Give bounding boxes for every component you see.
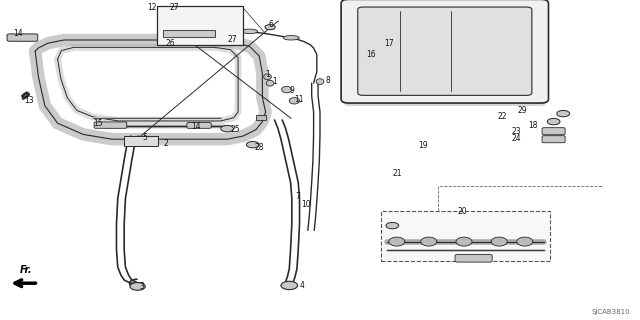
Ellipse shape	[282, 86, 292, 93]
Circle shape	[221, 125, 234, 132]
Text: 5: 5	[142, 133, 147, 142]
Circle shape	[265, 25, 275, 30]
Circle shape	[386, 222, 399, 229]
Text: 4: 4	[300, 281, 305, 290]
Text: 8: 8	[325, 76, 330, 85]
FancyBboxPatch shape	[7, 34, 38, 41]
Ellipse shape	[264, 74, 271, 80]
Text: 9: 9	[289, 86, 294, 95]
Text: 2: 2	[163, 140, 168, 148]
Ellipse shape	[492, 237, 508, 246]
Text: Fr.: Fr.	[19, 265, 32, 275]
Text: 28: 28	[255, 143, 264, 152]
Ellipse shape	[197, 27, 212, 32]
Text: 11: 11	[294, 95, 304, 104]
Ellipse shape	[316, 79, 324, 84]
Ellipse shape	[266, 80, 274, 86]
Text: 1: 1	[265, 70, 269, 79]
FancyBboxPatch shape	[341, 0, 548, 103]
FancyBboxPatch shape	[187, 123, 211, 128]
Text: 23: 23	[512, 127, 522, 136]
Text: 10: 10	[301, 200, 310, 209]
Text: 27: 27	[170, 4, 179, 12]
Text: 18: 18	[529, 121, 538, 130]
FancyBboxPatch shape	[94, 122, 127, 128]
Circle shape	[557, 110, 570, 117]
Circle shape	[281, 281, 298, 290]
Text: 19: 19	[418, 141, 428, 150]
Text: 29: 29	[517, 106, 527, 115]
Ellipse shape	[242, 29, 258, 34]
Text: 13: 13	[24, 96, 34, 105]
Text: 15: 15	[93, 119, 102, 128]
Text: 6: 6	[269, 20, 274, 29]
FancyBboxPatch shape	[542, 136, 565, 143]
FancyBboxPatch shape	[542, 128, 565, 135]
Text: 20: 20	[458, 207, 467, 216]
FancyBboxPatch shape	[358, 7, 532, 95]
Text: 24: 24	[512, 134, 522, 143]
Text: 26: 26	[165, 39, 175, 48]
FancyBboxPatch shape	[381, 211, 550, 261]
Text: 25: 25	[230, 125, 240, 134]
Text: 27: 27	[227, 35, 237, 44]
Text: 22: 22	[497, 112, 507, 121]
Ellipse shape	[389, 237, 405, 246]
Text: 1: 1	[273, 77, 277, 86]
Ellipse shape	[517, 237, 532, 246]
Text: 17: 17	[384, 39, 394, 48]
Ellipse shape	[283, 36, 300, 40]
Ellipse shape	[289, 98, 300, 104]
Text: 12: 12	[147, 4, 157, 12]
Circle shape	[547, 118, 560, 125]
Ellipse shape	[456, 237, 472, 246]
FancyBboxPatch shape	[157, 6, 243, 45]
Text: 14: 14	[191, 122, 200, 131]
Text: 7: 7	[296, 192, 301, 201]
Text: 21: 21	[393, 169, 403, 178]
Text: 14: 14	[13, 29, 22, 38]
Text: SJCAB3810: SJCAB3810	[592, 309, 630, 315]
Polygon shape	[256, 115, 266, 120]
FancyBboxPatch shape	[455, 254, 492, 262]
Circle shape	[130, 283, 145, 290]
Text: 16: 16	[366, 50, 376, 59]
Circle shape	[246, 141, 259, 148]
FancyBboxPatch shape	[124, 136, 158, 146]
FancyBboxPatch shape	[163, 30, 215, 37]
Ellipse shape	[421, 237, 436, 246]
Text: 3: 3	[140, 282, 145, 291]
